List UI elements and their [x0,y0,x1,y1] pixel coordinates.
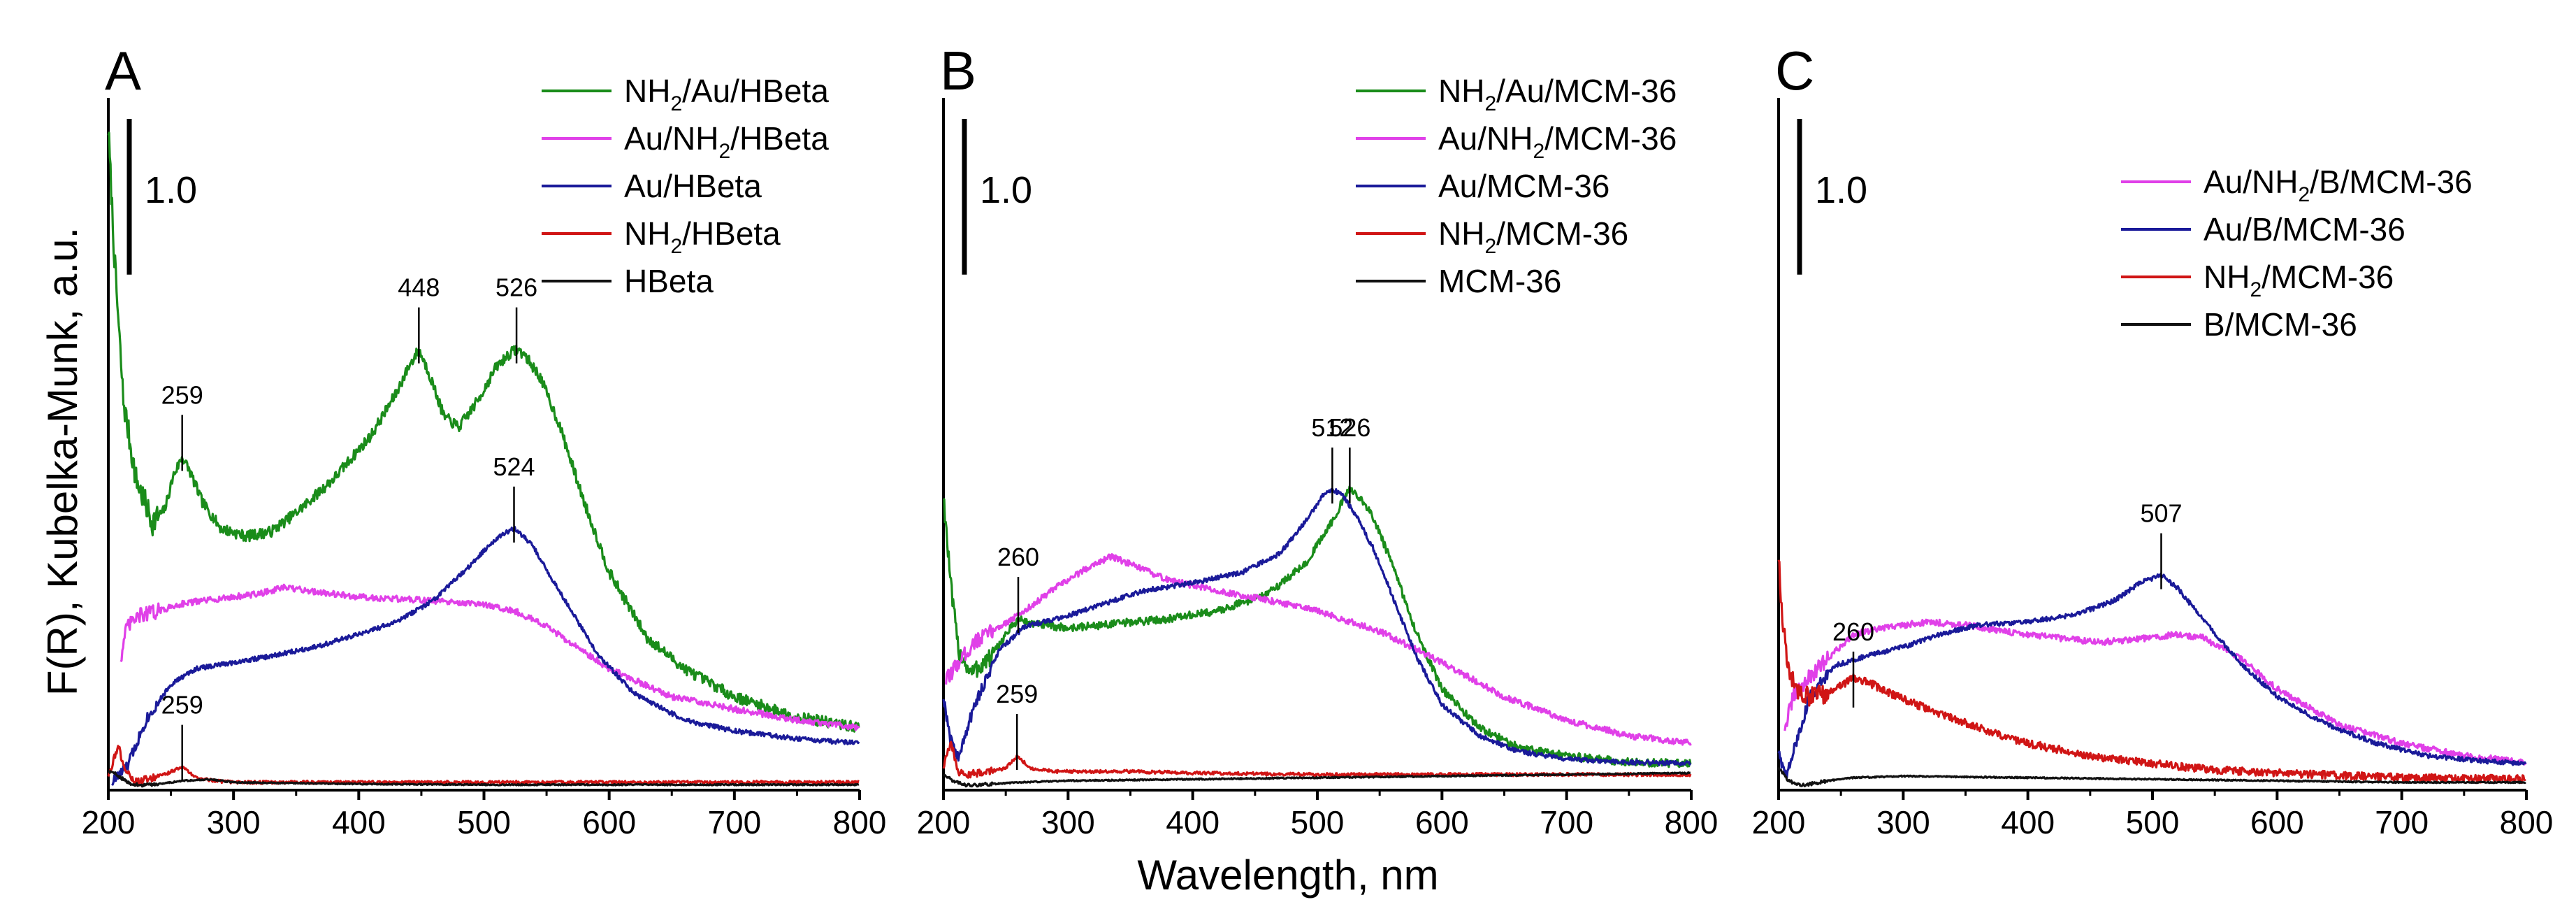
x-tick-label: 300 [1876,804,1930,840]
legend-entry: NH2/Au/MCM-36 [1438,73,1677,115]
series-line-4 [943,771,1691,788]
series-line-3 [1777,766,2526,787]
series-line-1 [120,583,860,731]
legend-entry: Au/MCM-36 [1438,168,1609,204]
panel-a: 200 300 400 500 600 700 800 A 1.0 448 526 259 524 259… [82,40,887,840]
x-tick-label: 200 [917,804,971,840]
scale-bar-label: 1.0 [980,169,1032,211]
panel-label: A [105,40,141,101]
x-tick-label: 300 [1041,804,1095,840]
legend-entry: NH2/MCM-36 [2204,259,2394,301]
series-line-1 [945,553,1692,746]
peak-label: 260 [1832,617,1874,646]
peak-label: 260 [997,543,1039,571]
panel-c: 200 300 400 500 600 700 800 C 1.0 507 260 Au/NH2/B/… [1752,40,2554,840]
legend-entry: HBeta [624,263,714,299]
series-line-2 [111,526,860,786]
legend-entry: Au/NH2/HBeta [624,120,829,163]
x-tick-label: 800 [1665,804,1718,840]
peak-label: 259 [161,380,203,409]
series-line-1 [1777,572,2527,779]
series-line-0 [942,485,1692,768]
x-tick-label: 200 [1752,804,1806,840]
legend-entry: Au/HBeta [624,168,762,204]
legend-entry: NH2/MCM-36 [1438,215,1628,258]
peak-label: 524 [493,452,535,481]
x-tick-label: 200 [82,804,136,840]
x-tick-label: 600 [1415,804,1469,840]
legend-entry: Au/NH2/MCM-36 [1438,120,1677,163]
series-line-2 [1777,559,2526,785]
x-tick-label: 700 [707,804,761,840]
scale-bar-label: 1.0 [145,169,197,211]
x-tick-label: 400 [2001,804,2055,840]
x-tick-label: 400 [1166,804,1220,840]
peak-label: 507 [2140,499,2182,528]
series-line-2 [942,487,1692,767]
peak-label: 259 [996,680,1038,708]
legend-entry: NH2/Au/HBeta [624,73,829,115]
x-tick-label: 700 [1540,804,1593,840]
legend-entry: B/MCM-36 [2204,306,2357,343]
legend-entry: NH2/HBeta [624,215,781,258]
x-tick-label: 500 [1291,804,1345,840]
legend-entry: MCM-36 [1438,263,1561,299]
x-tick-label: 400 [332,804,386,840]
x-tick-label: 800 [2500,804,2554,840]
peak-label: 526 [495,273,537,302]
x-axis-title: Wavelength, nm [1137,852,1438,899]
legend-entry: Au/NH2/B/MCM-36 [2204,164,2473,206]
scale-bar-label: 1.0 [1815,169,1867,211]
peak-label: 259 [161,691,203,720]
legend-entry: Au/B/MCM-36 [2204,211,2405,248]
x-tick-label: 700 [2375,804,2429,840]
series-line-0 [107,131,860,733]
x-tick-label: 300 [207,804,261,840]
y-axis-title: F(R), Kubelka-Munk, a.u. [39,227,86,696]
x-tick-label: 800 [833,804,887,840]
peak-label: 526 [1329,413,1370,442]
panel-label: C [1775,40,1814,101]
x-tick-label: 500 [2126,804,2180,840]
peak-label: 512 [1311,413,1353,442]
series-line-4 [107,770,860,788]
panel-label: B [940,40,976,101]
x-tick-label: 500 [457,804,511,840]
x-tick-label: 600 [582,804,636,840]
series-line-0 [1783,618,2527,766]
x-tick-label: 600 [2250,804,2304,840]
peak-label: 448 [398,273,440,302]
